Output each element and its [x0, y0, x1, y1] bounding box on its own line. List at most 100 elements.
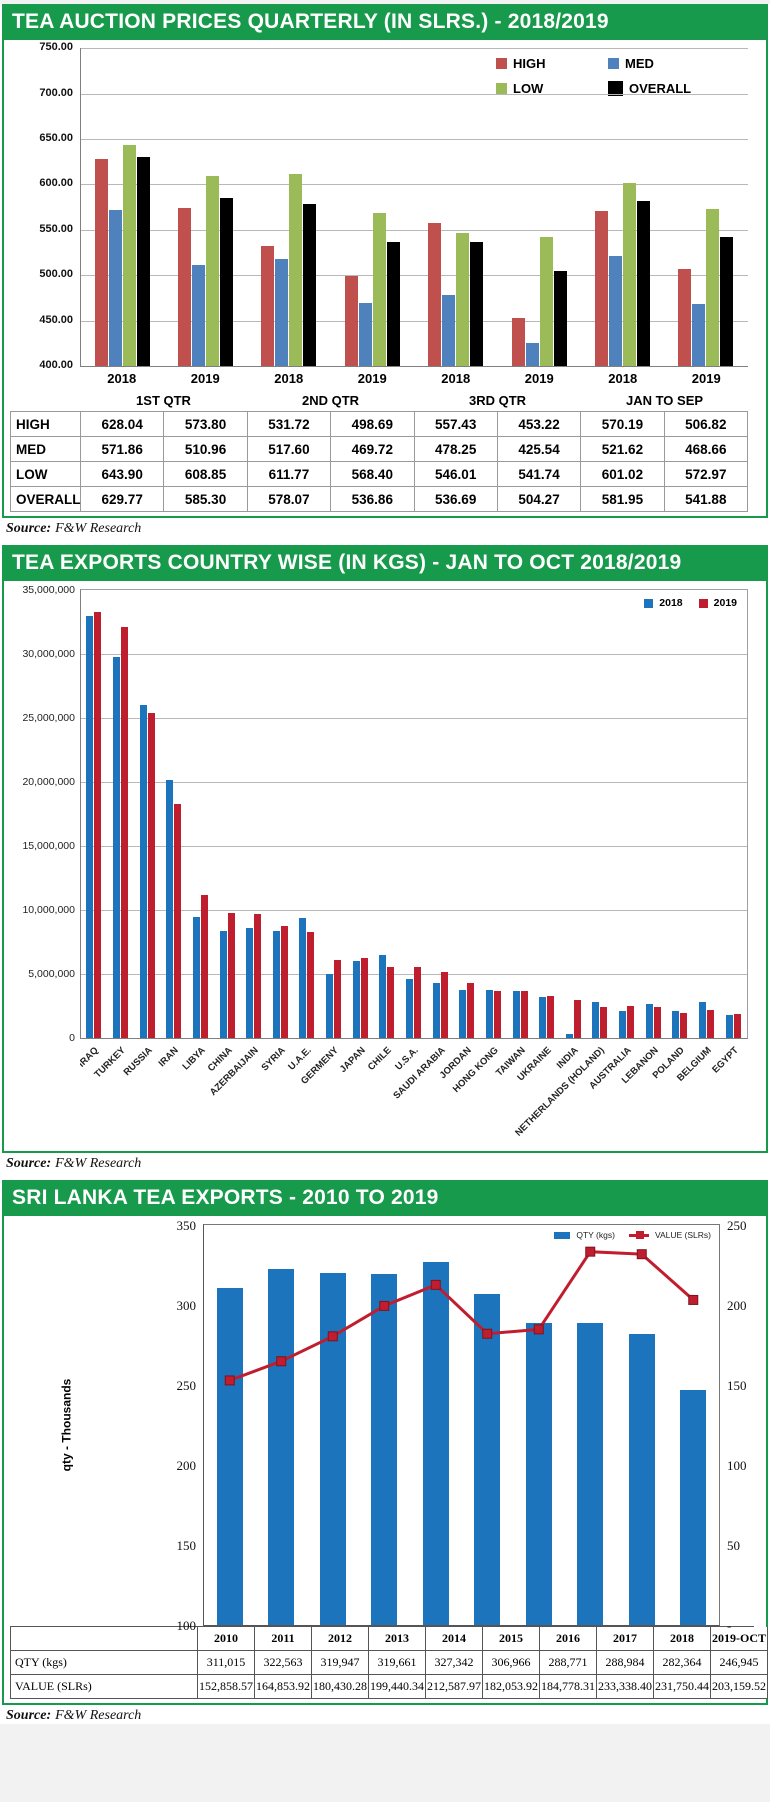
- med-bar: [525, 342, 539, 367]
- qty-cell: 282,364: [654, 1651, 711, 1676]
- export-bar-2018: [219, 930, 227, 1039]
- export-bar-2019: [174, 803, 182, 1039]
- export-bar-2018: [139, 705, 147, 1039]
- med-bar: [608, 255, 622, 367]
- qty-cell: 319,661: [369, 1651, 426, 1676]
- export-bar-2019: [627, 1006, 635, 1039]
- right-tick-label: 100: [727, 1458, 747, 1474]
- export-bar-2019: [280, 925, 288, 1039]
- export-bar-2018: [645, 1003, 653, 1039]
- value-cell: 164,853.92: [255, 1675, 312, 1700]
- exports-trend-chart: QTY (kgs) VALUE (SLRs) 350 300 250 200 150 100…: [177, 1218, 747, 1633]
- table-cell: 581.95: [581, 487, 665, 513]
- y-tick-label: 750.00: [39, 41, 73, 54]
- value-marker: [327, 1331, 338, 1342]
- export-bar-2018: [192, 916, 200, 1039]
- legend-label: LOW: [513, 81, 544, 97]
- right-tick-label: 200: [727, 1298, 747, 1314]
- 2019-legend-swatch: [698, 598, 708, 608]
- y-tick-label: 25,000,000: [22, 712, 75, 725]
- legend-label: 2019: [713, 597, 737, 610]
- auction-data-table: HIGH 628.04 573.80 531.72 498.69 557.43 453.22…: [10, 411, 748, 513]
- export-bar-2019: [653, 1007, 661, 1039]
- export-bar-2019: [200, 894, 208, 1039]
- export-bar-2018: [699, 1002, 707, 1039]
- source-value: F&W Research: [55, 1156, 142, 1172]
- export-bar-2019: [680, 1012, 688, 1039]
- exports-trend-area: qty - Thousands QTY (kgs) VALUE (SLRs) 35…: [10, 1218, 760, 1633]
- table-cell: 546.01: [414, 462, 498, 488]
- qty-bar: [216, 1287, 243, 1626]
- value-marker: [688, 1295, 699, 1306]
- overall-bar: [386, 241, 400, 367]
- table-cell: 573.80: [164, 412, 248, 438]
- panel3-source: Source: F&W Research: [6, 1708, 770, 1724]
- qty-cell: 322,563: [255, 1651, 312, 1676]
- panel-tea-exports-country: TEA EXPORTS COUNTRY WISE (IN KGS) - JAN …: [2, 545, 768, 1154]
- exports-country-axis: IRAQ TURKEY RUSSIA IRAN LIBYA CHINA AZERBAIJAI…: [80, 1039, 748, 1147]
- right-tick-label: -: [727, 1618, 732, 1634]
- med-bar: [358, 302, 372, 367]
- overall-bar: [136, 157, 150, 367]
- low-bar: [372, 213, 386, 367]
- table-cell: 643.90: [81, 462, 165, 488]
- low-bar: [456, 233, 470, 367]
- y-gridline: [81, 846, 747, 848]
- qty-cell: 311,015: [198, 1651, 255, 1676]
- trend-chart-legend: QTY (kgs) VALUE (SLRs): [554, 1230, 711, 1240]
- table-cell: 517.60: [247, 437, 332, 463]
- left-tick-label: 250: [176, 1378, 197, 1394]
- qty-bar: [628, 1333, 655, 1626]
- y-tick-label: 15,000,000: [22, 840, 75, 853]
- export-bar-2018: [485, 989, 493, 1039]
- qty-axis-title: qty - Thousands: [59, 1378, 74, 1472]
- legend-label: 2018: [659, 597, 683, 610]
- table-cell: 504.27: [497, 487, 582, 513]
- value-marker: [276, 1356, 287, 1367]
- high-bar: [94, 158, 108, 367]
- left-tick-label: 300: [176, 1298, 197, 1314]
- value-cell: 233,338.40: [597, 1675, 654, 1700]
- y-tick-label: 550.00: [39, 222, 73, 235]
- table-cell: 628.04: [81, 412, 165, 438]
- x-tick-year: 2019: [524, 371, 554, 387]
- qty-bar: [577, 1322, 604, 1626]
- left-tick-label: 350: [176, 1218, 197, 1234]
- export-bar-2018: [299, 917, 307, 1039]
- export-bar-2018: [725, 1015, 733, 1039]
- export-bar-2019: [414, 966, 421, 1039]
- export-bar-2018: [565, 1034, 573, 1039]
- legend-item-high: HIGH: [496, 56, 608, 71]
- export-bar-2018: [406, 979, 413, 1039]
- value-marker: [482, 1328, 493, 1339]
- table-row-label: OVERALL: [11, 487, 81, 513]
- value-cell: 180,430.28: [312, 1675, 369, 1700]
- export-bar-2018: [272, 930, 280, 1039]
- legend-item-med: MED: [608, 56, 730, 71]
- y-tick-label: 600.00: [39, 177, 73, 190]
- value-cell: 212,587.97: [426, 1675, 483, 1700]
- med-bar: [442, 295, 456, 367]
- table-cell: 578.07: [247, 487, 332, 513]
- table-cell: 510.96: [164, 437, 248, 463]
- panel-tea-auction-prices: TEA AUCTION PRICES QUARTERLY (IN SLRS.) …: [2, 4, 768, 519]
- export-bar-2018: [432, 983, 440, 1039]
- y-gridline: [81, 782, 747, 784]
- qty-bar: [268, 1269, 295, 1626]
- x-tick-year: 2011: [255, 1627, 312, 1652]
- high-bar: [261, 246, 275, 367]
- auction-year-axis: 2018 2019 2018 2019 2018 2019 2018 2019: [80, 367, 748, 389]
- overall-bar: [303, 204, 317, 367]
- legend-item-qty: QTY (kgs): [554, 1230, 615, 1240]
- legend-label: VALUE (SLRs): [654, 1230, 711, 1241]
- export-bar-2018: [352, 961, 360, 1039]
- export-bar-2018: [672, 1011, 680, 1039]
- left-tick-label: 150: [176, 1538, 197, 1554]
- y-tick-label: 35,000,000: [22, 584, 75, 597]
- legend-label: OVERALL: [629, 81, 692, 97]
- value-marker: [379, 1301, 390, 1312]
- panel3-chart-box: qty - Thousands QTY (kgs) VALUE (SLRs) 35…: [2, 1214, 768, 1706]
- qty-cell: 327,342: [426, 1651, 483, 1676]
- qty-cell: 288,771: [540, 1651, 597, 1676]
- qty-bar: [474, 1294, 501, 1626]
